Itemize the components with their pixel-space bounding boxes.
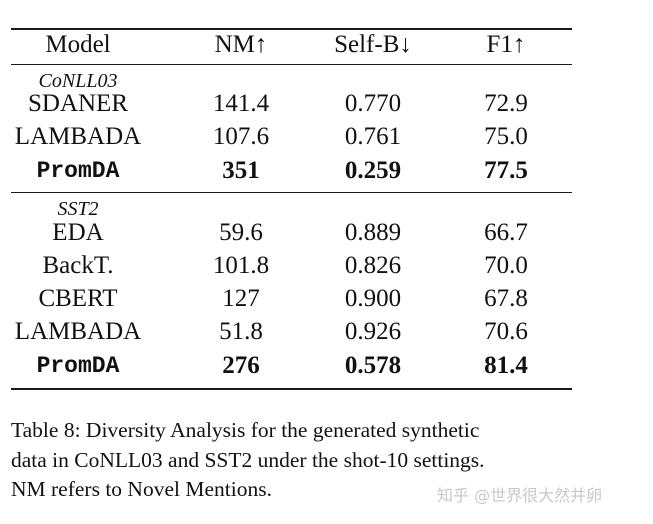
section-rule — [11, 192, 572, 193]
watermark: 知乎 @世界很大然并卵 — [437, 486, 603, 505]
row-model: LAMBADA — [14, 123, 142, 150]
header-rule — [11, 64, 572, 65]
row-f1-best: 77.5 — [484, 157, 528, 184]
row-nm: 127 — [222, 285, 260, 312]
top-rule — [11, 28, 572, 30]
caption-line: data in CoNLL03 and SST2 under the shot-… — [11, 447, 485, 472]
row-nm: 141.4 — [212, 90, 270, 117]
row-nm-best: 351 — [222, 157, 260, 184]
row-self-bleu: 0.889 — [344, 219, 402, 246]
row-self-bleu: 0.770 — [344, 90, 402, 117]
row-f1: 72.9 — [484, 90, 528, 117]
row-model: SDANER — [27, 90, 128, 117]
header-self-bleu: Self-B↓ — [334, 31, 412, 58]
row-model: BackT. — [42, 252, 114, 279]
row-model-highlight: PromDA — [36, 158, 120, 184]
row-self-bleu-best: 0.259 — [344, 157, 402, 184]
row-self-bleu: 0.826 — [344, 252, 402, 279]
row-self-bleu: 0.761 — [344, 123, 402, 150]
row-f1: 66.7 — [484, 219, 528, 246]
row-nm: 101.8 — [212, 252, 270, 279]
row-f1: 70.0 — [484, 252, 528, 279]
row-nm-best: 276 — [222, 352, 260, 379]
row-self-bleu: 0.900 — [344, 285, 402, 312]
row-model-highlight: PromDA — [36, 353, 120, 379]
bottom-rule — [11, 388, 572, 390]
row-f1: 70.6 — [484, 318, 528, 345]
header-f1: F1↑ — [486, 31, 526, 58]
row-model: CBERT — [38, 285, 118, 312]
row-f1: 75.0 — [484, 123, 528, 150]
row-nm: 107.6 — [212, 123, 270, 150]
row-self-bleu-best: 0.578 — [344, 352, 402, 379]
row-model: EDA — [52, 219, 104, 246]
header-nm: NM↑ — [214, 31, 268, 58]
table-caption: Table 8: Diversity Analysis for the gene… — [11, 416, 571, 505]
caption-line: NM refers to Novel Mentions. — [11, 477, 272, 501]
caption-line: Table 8: Diversity Analysis for the gene… — [11, 418, 480, 442]
section-label-sst2: SST2 — [57, 198, 99, 220]
row-nm: 51.8 — [219, 318, 263, 345]
row-f1: 67.8 — [484, 285, 528, 312]
row-f1-best: 81.4 — [484, 352, 528, 379]
header-model: Model — [45, 31, 111, 58]
row-model: LAMBADA — [14, 318, 142, 345]
row-self-bleu: 0.926 — [344, 318, 402, 345]
section-label-conll03: CoNLL03 — [38, 70, 118, 92]
row-nm: 59.6 — [219, 219, 263, 246]
